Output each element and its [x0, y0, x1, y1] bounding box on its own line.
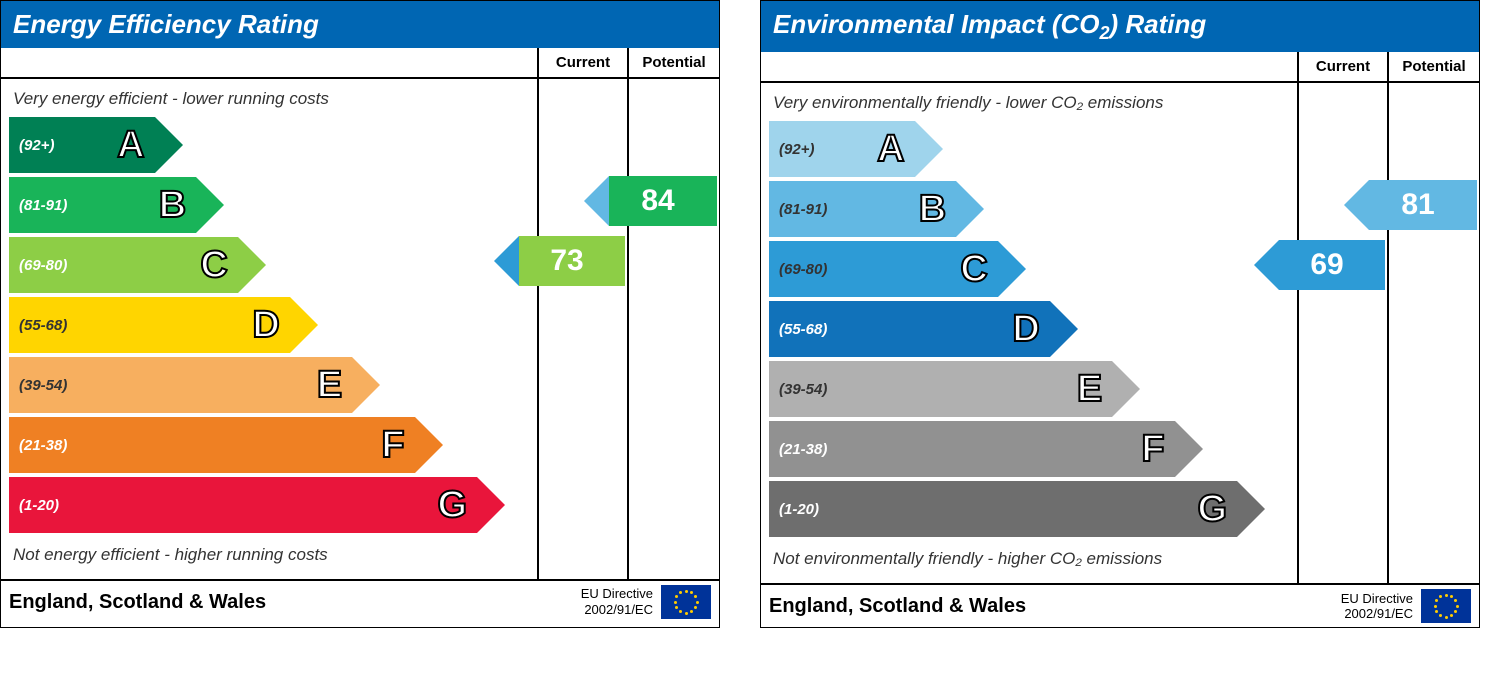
header-potential: Potential [629, 48, 719, 77]
rating-band-d: (55-68) D [9, 297, 529, 353]
rating-band-g: (1-20) G [9, 477, 529, 533]
chart-footer: England, Scotland & Wales EU Directive20… [1, 579, 719, 623]
band-range-label: (81-91) [19, 197, 67, 214]
band-range-label: (69-80) [779, 261, 827, 278]
chart-title: Environmental Impact (CO2) Rating [761, 1, 1479, 52]
potential-column: 84 [data-name="potential-pointer"]::befo… [629, 79, 719, 579]
band-range-label: (21-38) [779, 441, 827, 458]
band-letter: B [159, 184, 186, 227]
band-letter: A [117, 124, 144, 167]
footer-region: England, Scotland & Wales [769, 595, 1341, 618]
potential-pointer: 81 [1369, 180, 1477, 230]
band-range-label: (92+) [779, 141, 814, 158]
column-headers: Current Potential [1, 48, 719, 79]
current-column: 73 [data-name="current-pointer"]::before… [539, 79, 629, 579]
band-range-label: (39-54) [19, 377, 67, 394]
rating-band-g: (1-20) G [769, 481, 1289, 537]
bottom-caption: Not energy efficient - higher running co… [9, 537, 529, 573]
band-letter: B [919, 188, 946, 231]
chart-footer: England, Scotland & Wales EU Directive20… [761, 583, 1479, 627]
band-letter: D [252, 304, 279, 347]
rating-band-c: (69-80) C [9, 237, 529, 293]
current-pointer-value: 73 [550, 244, 583, 278]
band-letter: C [960, 248, 987, 291]
footer-directive: EU Directive2002/91/EC [1341, 591, 1413, 622]
header-current: Current [539, 48, 629, 77]
chart-title: Energy Efficiency Rating [1, 1, 719, 48]
current-pointer-value: 69 [1310, 248, 1343, 282]
footer-region: England, Scotland & Wales [9, 591, 581, 614]
band-letter: A [877, 128, 904, 171]
potential-pointer-value: 81 [1401, 188, 1434, 222]
potential-pointer: 84 [609, 176, 717, 226]
bottom-caption: Not environmentally friendly - higher CO… [769, 541, 1289, 577]
band-range-label: (55-68) [19, 317, 67, 334]
rating-band-b: (81-91) B [9, 177, 529, 233]
rating-band-c: (69-80) C [769, 241, 1289, 297]
rating-band-a: (92+) A [769, 121, 1289, 177]
rating-band-b: (81-91) B [769, 181, 1289, 237]
eu-flag-icon [1421, 589, 1471, 623]
rating-band-f: (21-38) F [769, 421, 1289, 477]
band-letter: E [317, 364, 342, 407]
column-headers: Current Potential [761, 52, 1479, 83]
energy-efficiency-chart: Energy Efficiency Rating Current Potenti… [0, 0, 720, 628]
band-letter: G [437, 484, 467, 527]
rating-band-a: (92+) A [9, 117, 529, 173]
rating-band-e: (39-54) E [9, 357, 529, 413]
band-letter: F [381, 424, 404, 467]
band-letter: G [1197, 488, 1227, 531]
band-range-label: (1-20) [779, 501, 819, 518]
bands-area: Very energy efficient - lower running co… [1, 79, 539, 579]
band-letter: F [1141, 428, 1164, 471]
environmental-impact-chart: Environmental Impact (CO2) Rating Curren… [760, 0, 1480, 628]
band-range-label: (81-91) [779, 201, 827, 218]
footer-directive: EU Directive2002/91/EC [581, 586, 653, 617]
band-range-label: (1-20) [19, 497, 59, 514]
eu-flag-icon [661, 585, 711, 619]
potential-pointer-value: 84 [641, 184, 674, 218]
current-column: 69 [data-name="current-pointer"]::before… [1299, 83, 1389, 583]
band-range-label: (21-38) [19, 437, 67, 454]
band-letter: C [200, 244, 227, 287]
current-pointer: 73 [519, 236, 625, 286]
band-letter: E [1077, 368, 1102, 411]
bands-area: Very environmentally friendly - lower CO… [761, 83, 1299, 583]
top-caption: Very energy efficient - lower running co… [9, 85, 529, 117]
rating-band-f: (21-38) F [9, 417, 529, 473]
rating-band-d: (55-68) D [769, 301, 1289, 357]
potential-column: 81 [data-name="potential-pointer"]::befo… [1389, 83, 1479, 583]
band-range-label: (55-68) [779, 321, 827, 338]
band-letter: D [1012, 308, 1039, 351]
header-potential: Potential [1389, 52, 1479, 81]
top-caption: Very environmentally friendly - lower CO… [769, 89, 1289, 121]
band-range-label: (92+) [19, 137, 54, 154]
current-pointer: 69 [1279, 240, 1385, 290]
rating-band-e: (39-54) E [769, 361, 1289, 417]
band-range-label: (69-80) [19, 257, 67, 274]
header-current: Current [1299, 52, 1389, 81]
band-range-label: (39-54) [779, 381, 827, 398]
